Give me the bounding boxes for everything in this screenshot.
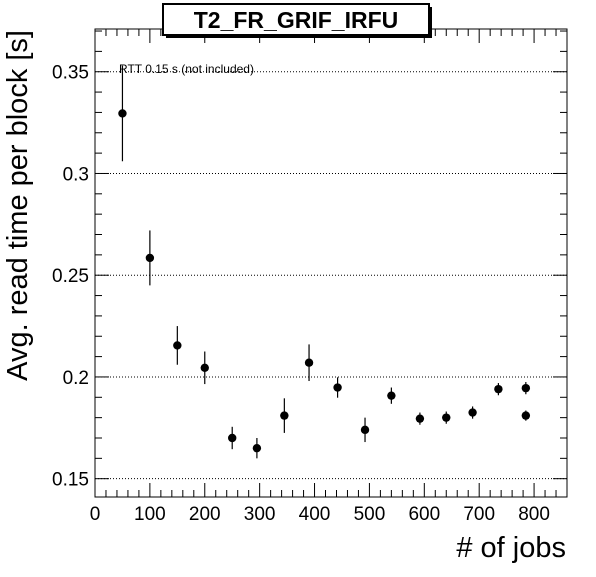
y-tick-label: 0.2 xyxy=(63,368,89,389)
x-tick-label: 500 xyxy=(354,504,386,525)
data-point xyxy=(304,358,314,367)
annotation: RTT 0.15 s (not included) xyxy=(119,62,254,76)
y-axis-ticks xyxy=(95,30,567,480)
x-tick-label: 700 xyxy=(463,504,495,525)
y-axis-tick-labels: 0.15 0.2 0.25 0.3 0.35 xyxy=(52,63,89,491)
data-point xyxy=(333,383,342,392)
x-tick-label: 800 xyxy=(518,504,550,525)
x-tick-label: 0 xyxy=(90,504,101,525)
y-tick-label: 0.15 xyxy=(52,470,89,491)
chart-title-box: T2_FR_GRIF_IRFU xyxy=(162,3,432,38)
data-point xyxy=(521,411,531,420)
data-point xyxy=(468,408,477,417)
data-point xyxy=(387,391,396,400)
x-tick-label: 100 xyxy=(134,504,166,525)
x-tick-label: 400 xyxy=(299,504,331,525)
x-axis-ticks xyxy=(94,29,557,497)
data-point xyxy=(521,383,531,393)
y-axis-label: Avg. read time per block [s] xyxy=(2,30,34,381)
data-point xyxy=(145,253,155,263)
data-point xyxy=(415,414,425,423)
data-points xyxy=(118,65,531,459)
data-point xyxy=(173,341,182,350)
data-point xyxy=(228,433,237,443)
data-point xyxy=(360,425,370,435)
data-point xyxy=(200,363,209,372)
x-tick-label: 200 xyxy=(189,504,221,525)
chart-title: T2_FR_GRIF_IRFU xyxy=(194,7,398,33)
data-point xyxy=(252,443,262,453)
y-tick-label: 0.35 xyxy=(52,63,89,84)
data-point xyxy=(494,384,503,394)
data-point xyxy=(118,109,127,118)
x-axis-label: # of jobs xyxy=(456,532,566,564)
x-axis-tick-labels: 0 100 200 300 400 500 600 700 800 xyxy=(90,504,550,525)
grid xyxy=(95,71,567,480)
x-tick-label: 600 xyxy=(408,504,440,525)
data-point xyxy=(280,411,289,420)
y-tick-label: 0.3 xyxy=(63,164,89,185)
x-tick-label: 300 xyxy=(244,504,276,525)
plot-frame xyxy=(94,28,568,498)
data-point xyxy=(442,413,451,422)
y-tick-label: 0.25 xyxy=(52,266,89,287)
